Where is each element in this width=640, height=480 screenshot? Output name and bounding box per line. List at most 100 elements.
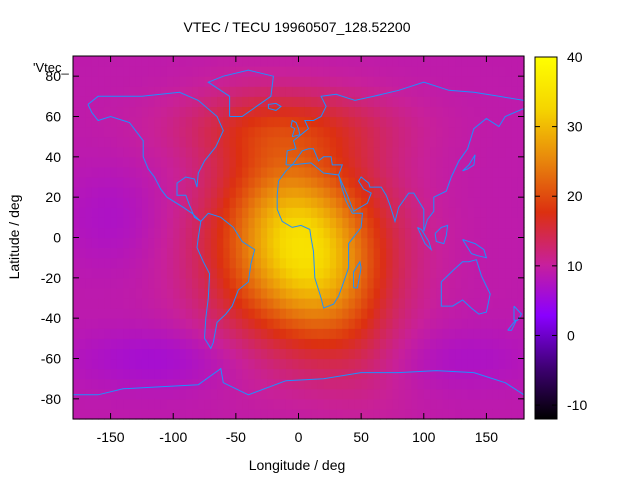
heatmap-cell: [436, 308, 444, 319]
heatmap-cell: [141, 76, 149, 87]
heatmap-cell: [298, 338, 306, 350]
heatmap-cell: [498, 378, 506, 390]
heatmap-cell: [79, 86, 87, 97]
heatmap-cell: [192, 358, 199, 370]
heatmap-cell: [336, 136, 343, 148]
heatmap-cell: [404, 348, 412, 360]
heatmap-cell: [123, 287, 130, 299]
heatmap-cell: [317, 96, 325, 108]
heatmap-cell: [461, 398, 469, 410]
heatmap-cell: [79, 56, 87, 67]
heatmap-cell: [85, 358, 93, 370]
heatmap-cell: [298, 116, 306, 128]
heatmap-cell: [511, 388, 519, 400]
heatmap-cell: [123, 298, 130, 309]
heatmap-cell: [154, 257, 162, 269]
heatmap-cell: [505, 318, 513, 329]
heatmap-cell: [129, 308, 137, 319]
heatmap-cell: [267, 308, 275, 319]
heatmap-cell: [354, 56, 362, 67]
heatmap-cell: [505, 247, 513, 259]
heatmap-cell: [354, 66, 362, 77]
heatmap-cell: [480, 328, 488, 339]
heatmap-cell: [166, 197, 174, 208]
heatmap-cell: [248, 348, 256, 360]
heatmap-cell: [436, 166, 444, 178]
heatmap-cell: [198, 398, 206, 410]
heatmap-cell: [498, 197, 506, 208]
heatmap-cell: [423, 66, 431, 77]
heatmap-cell: [392, 197, 400, 208]
heatmap-cell: [229, 207, 237, 218]
heatmap-cell: [110, 86, 118, 97]
heatmap-cell: [123, 56, 130, 67]
heatmap-cell: [279, 76, 287, 87]
heatmap-cell: [486, 207, 494, 218]
heatmap-cell: [486, 298, 494, 309]
coastline: [434, 224, 449, 245]
heatmap-cell: [129, 368, 137, 380]
heatmap-cell: [292, 388, 300, 400]
heatmap-cell: [304, 136, 312, 148]
heatmap-cell: [154, 166, 162, 178]
heatmap-cell: [173, 197, 181, 208]
heatmap-cell: [367, 368, 375, 380]
heatmap-cell: [442, 197, 450, 208]
heatmap-cell: [141, 187, 149, 198]
heatmap-cell: [311, 217, 318, 229]
heatmap-cell: [336, 146, 343, 158]
heatmap-cell: [173, 277, 181, 289]
heatmap-cell: [404, 247, 412, 259]
heatmap-cell: [166, 166, 174, 178]
heatmap-cell: [517, 338, 525, 350]
heatmap-cell: [423, 136, 431, 148]
heatmap-cell: [73, 136, 80, 148]
heatmap-cell: [273, 247, 281, 259]
heatmap-cell: [323, 318, 331, 329]
heatmap-cell: [104, 267, 112, 279]
heatmap-cell: [285, 146, 293, 158]
heatmap-cell: [417, 56, 425, 67]
heatmap-cell: [329, 318, 337, 329]
heatmap-cell: [455, 106, 462, 118]
heatmap-cell: [442, 328, 450, 339]
heatmap-cell: [85, 197, 93, 208]
heatmap-cell: [242, 166, 249, 178]
heatmap-cell: [354, 408, 362, 420]
heatmap-cell: [417, 247, 425, 259]
heatmap-cell: [166, 398, 174, 410]
heatmap-cell: [129, 378, 137, 390]
heatmap-cell: [85, 177, 93, 188]
heatmap-cell: [379, 156, 387, 168]
heatmap-cell: [160, 106, 168, 118]
heatmap-cell: [242, 398, 249, 410]
heatmap-cell: [141, 227, 149, 239]
heatmap-cell: [411, 318, 419, 329]
heatmap-cell: [404, 106, 412, 118]
heatmap-cell: [173, 86, 181, 97]
heatmap-cell: [448, 66, 456, 77]
heatmap-cell: [129, 348, 137, 360]
heatmap-cell: [455, 348, 462, 360]
heatmap-cell: [404, 207, 412, 218]
heatmap-cell: [336, 86, 343, 97]
heatmap-cell: [223, 298, 231, 309]
heatmap-cell: [404, 146, 412, 158]
heatmap-cell: [498, 318, 506, 329]
heatmap-cell: [116, 318, 124, 329]
heatmap-cell: [135, 116, 143, 128]
heatmap-cell: [173, 136, 181, 148]
heatmap-cell: [373, 247, 381, 259]
heatmap-cell: [373, 227, 381, 239]
heatmap-cell: [91, 398, 99, 410]
heatmap-cell: [473, 106, 481, 118]
heatmap-cell: [417, 207, 425, 218]
heatmap-cell: [223, 237, 231, 249]
heatmap-cell: [279, 408, 287, 420]
heatmap-cell: [223, 287, 231, 299]
heatmap-cell: [379, 408, 387, 420]
heatmap-cell: [336, 338, 343, 350]
heatmap-cell: [379, 96, 387, 108]
heatmap-cell: [442, 247, 450, 259]
heatmap-cell: [486, 156, 494, 168]
